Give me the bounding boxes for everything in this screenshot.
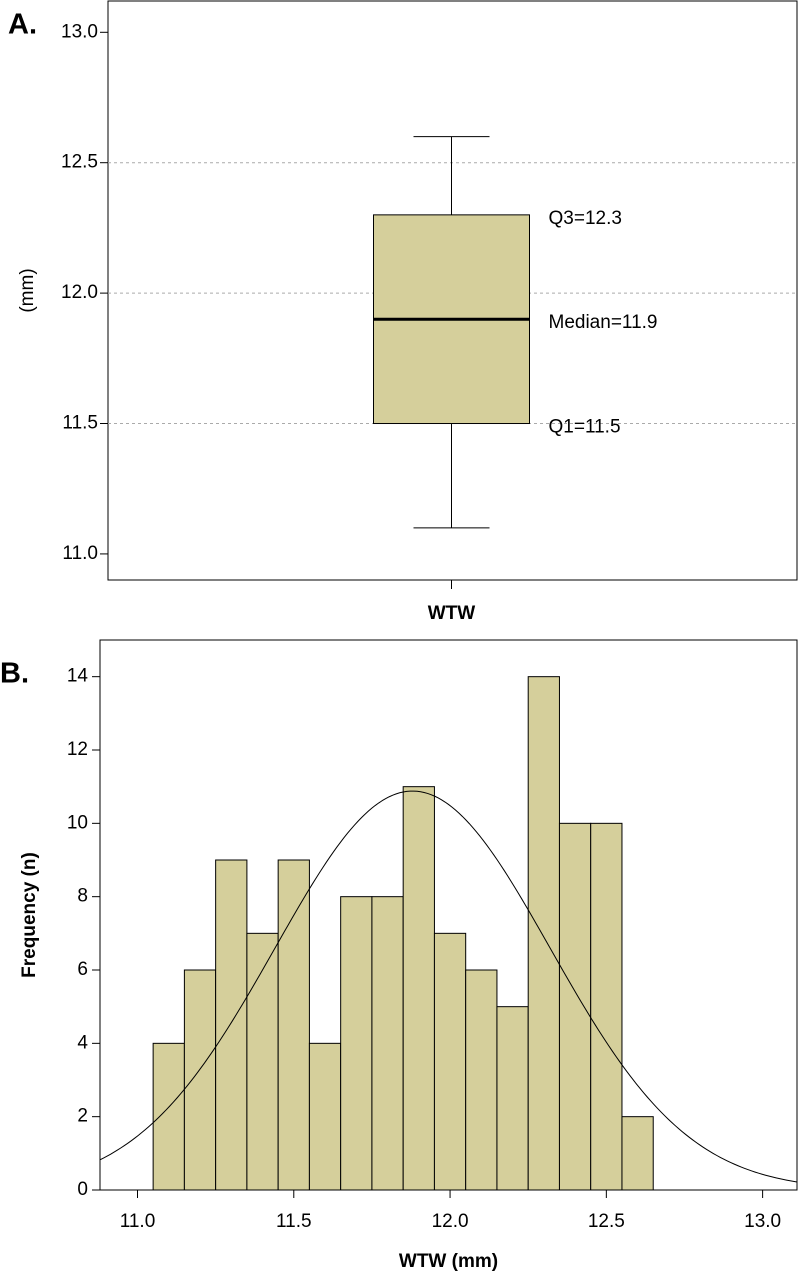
y-tick-label: 4 xyxy=(77,1032,88,1053)
y-tick-label: 12.5 xyxy=(61,152,98,173)
y-tick-label: 0 xyxy=(77,1179,88,1200)
y-axis-label: (mm) xyxy=(17,268,38,312)
y-tick-label: 14 xyxy=(67,666,89,687)
histogram-bar xyxy=(277,859,310,1191)
histogram-bar xyxy=(402,786,435,1191)
histogram-bar xyxy=(152,1042,185,1191)
box-annotation: Q1=11.5 xyxy=(549,417,621,438)
panel-label: B. xyxy=(0,658,29,690)
x-tick-label: 12.0 xyxy=(432,1211,469,1232)
box-annotation: Q3=12.3 xyxy=(549,208,622,229)
y-tick-label: 13.0 xyxy=(61,21,98,42)
y-tick-label: 11.5 xyxy=(62,413,98,434)
histogram-bar xyxy=(527,676,560,1191)
y-tick-label: 12 xyxy=(67,739,88,760)
histogram-bar xyxy=(433,932,467,1191)
x-tick-label: 11.5 xyxy=(276,1211,312,1232)
x-tick-label: 11.0 xyxy=(120,1211,156,1232)
histogram-bar xyxy=(496,1006,529,1191)
y-tick-label: 2 xyxy=(77,1106,88,1127)
plot-frame xyxy=(107,0,798,581)
y-tick-label: 10 xyxy=(67,812,88,833)
y-tick-label: 8 xyxy=(77,886,88,907)
histogram-bar xyxy=(246,932,279,1191)
histogram-bar xyxy=(590,822,623,1191)
x-tick-label: 13.0 xyxy=(744,1211,781,1232)
histogram-bar xyxy=(371,896,404,1191)
histogram-bar xyxy=(340,896,373,1191)
histogram-bar xyxy=(558,822,592,1191)
normal-curve xyxy=(99,790,798,1183)
panel-label: A. xyxy=(8,9,37,41)
histogram-bar xyxy=(465,969,498,1191)
histogram-bar xyxy=(215,859,248,1191)
box-annotation: Median=11.9 xyxy=(549,312,658,333)
y-tick-label: 11.0 xyxy=(62,543,98,564)
y-tick-label: 12.0 xyxy=(61,282,98,303)
histogram-bar xyxy=(308,1042,342,1191)
y-axis-label: Frequency (n) xyxy=(19,852,40,978)
x-tick-label: 12.5 xyxy=(588,1211,625,1232)
y-tick-label: 6 xyxy=(77,959,88,980)
x-axis-label: WTW (mm) xyxy=(399,1251,498,1272)
histogram-bar xyxy=(621,1116,654,1191)
x-tick-label: WTW xyxy=(428,603,476,624)
histogram-bar xyxy=(183,969,217,1191)
